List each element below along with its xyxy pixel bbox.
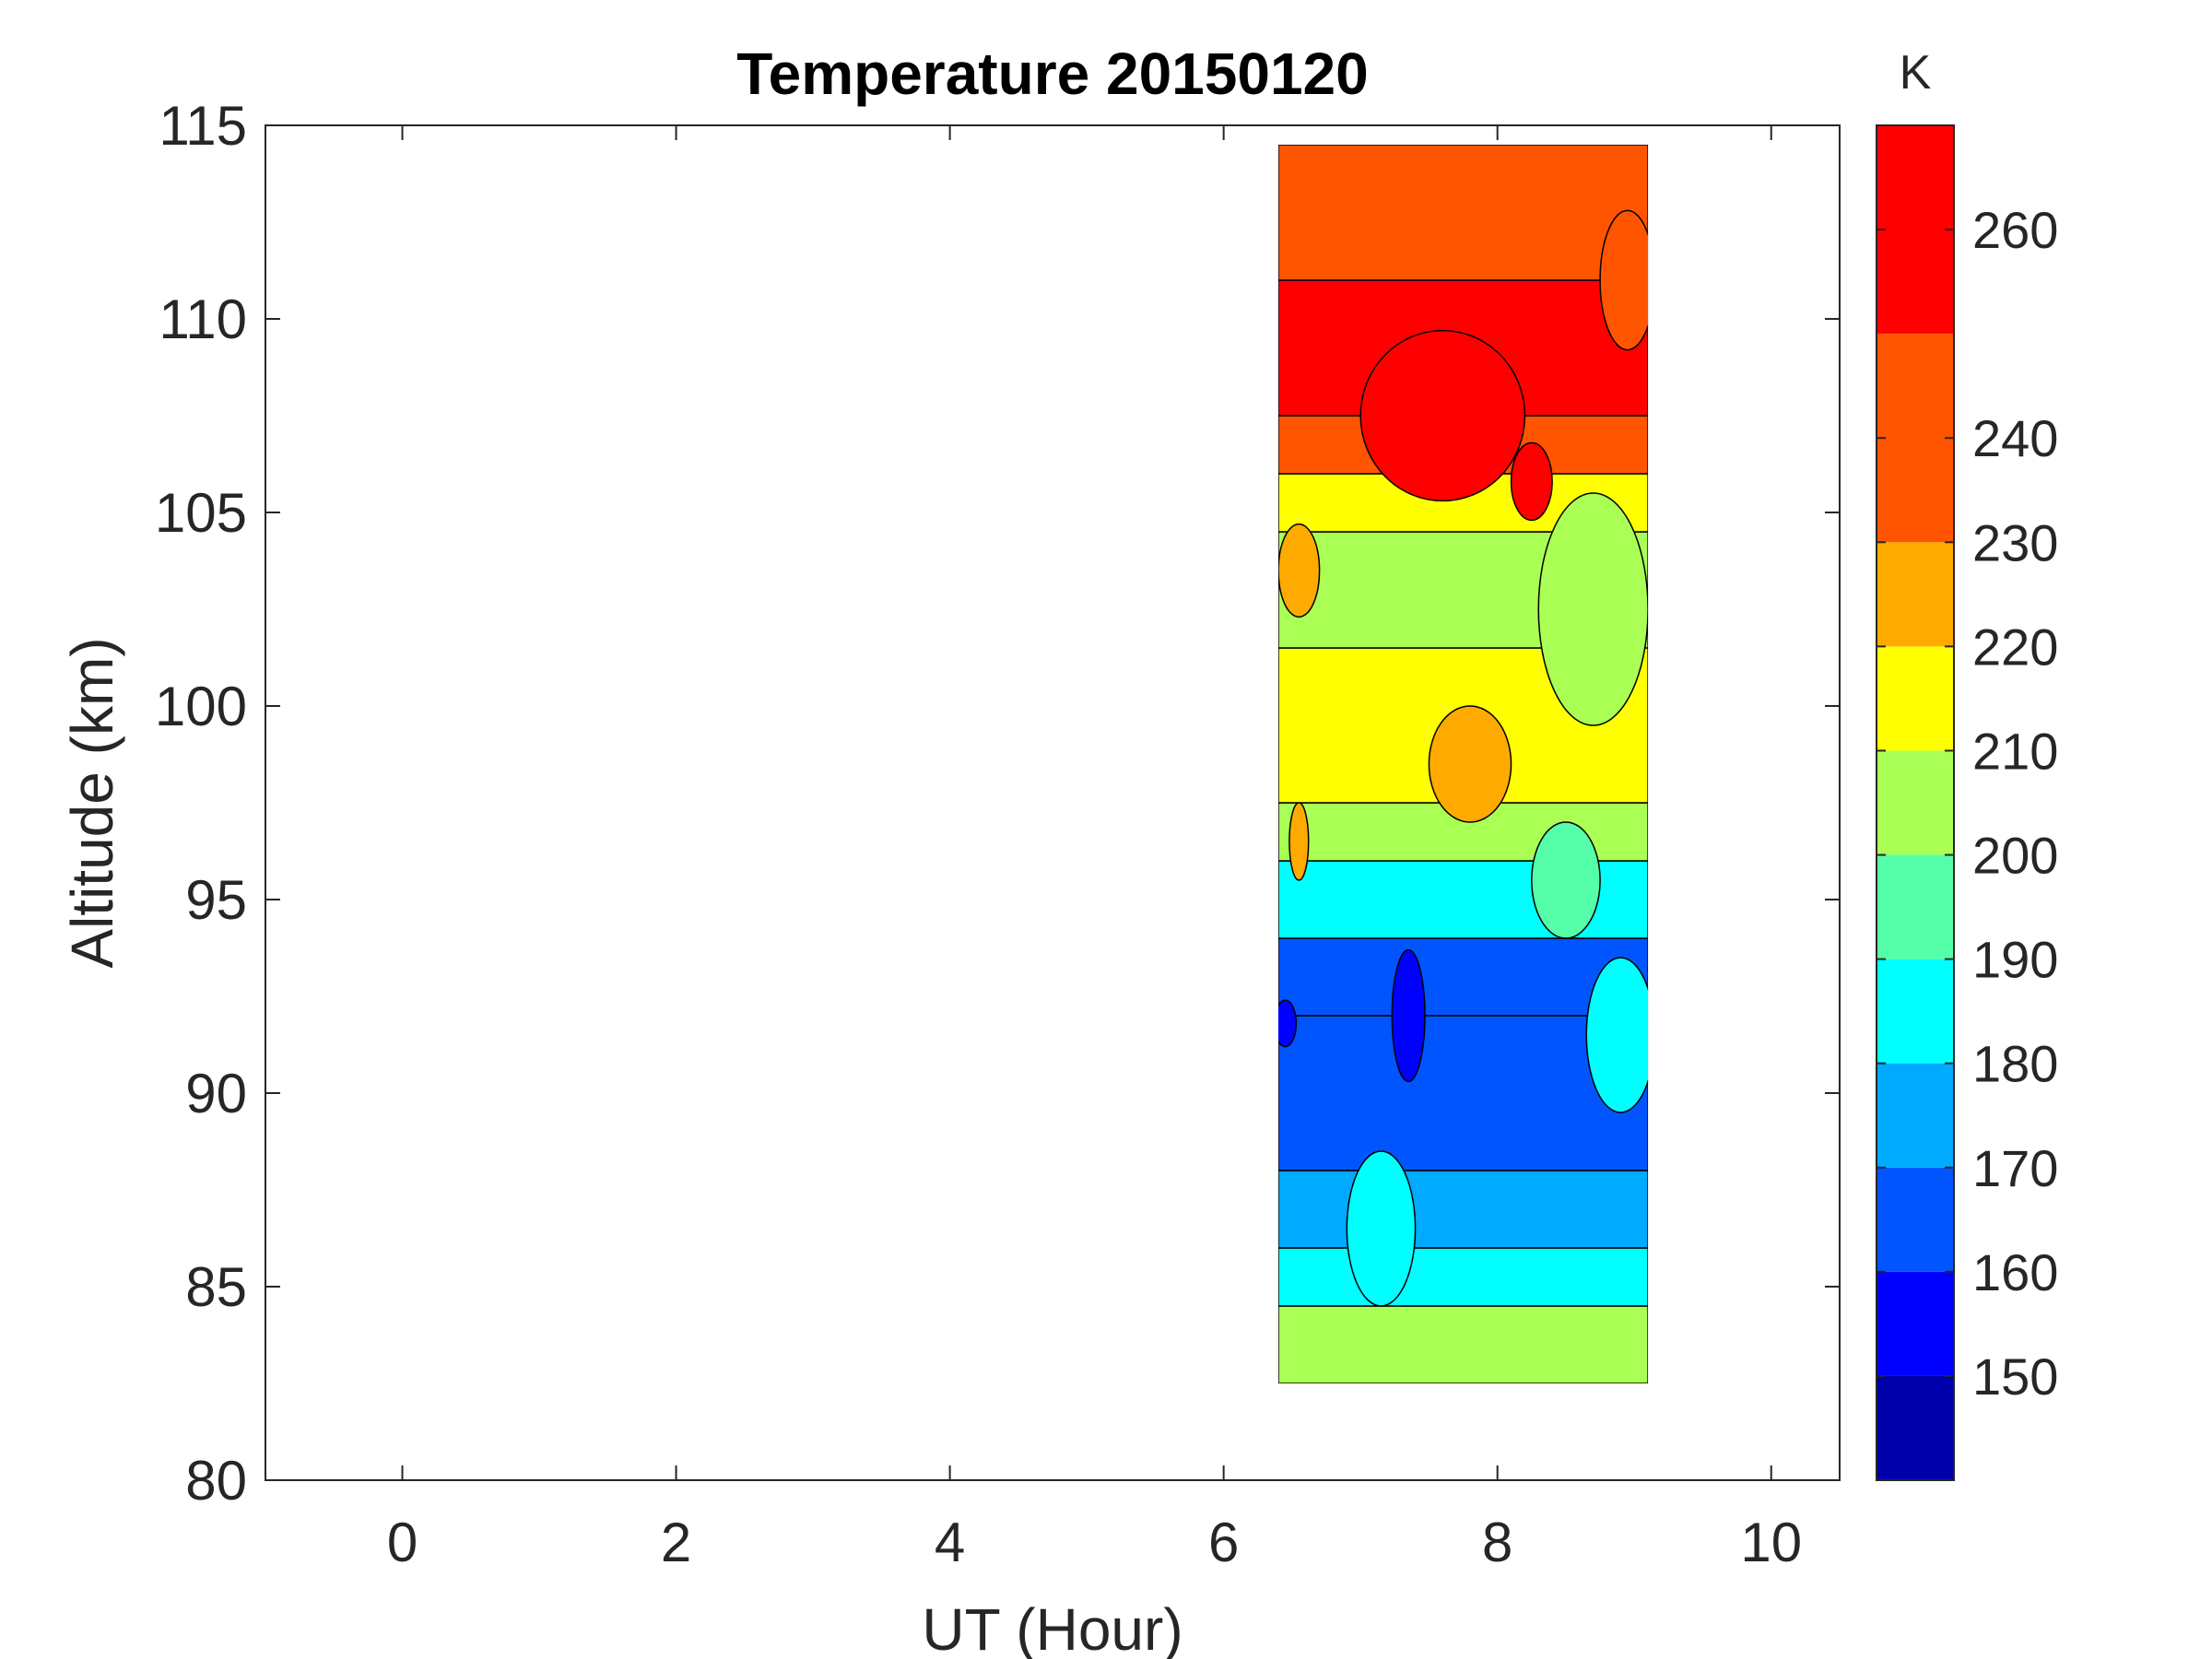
colorbar-segment: [1877, 959, 1954, 1064]
y-tick-label: 85: [185, 1256, 247, 1318]
x-tick-label: 2: [661, 1512, 691, 1573]
y-tick-label: 105: [155, 482, 247, 544]
temperature-patch: [1537, 492, 1649, 726]
colorbar-segment: [1877, 334, 1954, 543]
chart-title: Temperature 20150120: [736, 41, 1368, 107]
temperature-patch: [1510, 441, 1553, 522]
y-axis-label: Altitude (km): [59, 637, 125, 968]
colorbar-tick-label: 150: [1972, 1347, 2058, 1406]
temperature-band: [1278, 1170, 1649, 1249]
temperature-patch: [1278, 999, 1298, 1048]
temperature-patch: [1391, 948, 1426, 1083]
colorbar-segment: [1877, 1063, 1954, 1168]
y-tick-label: 115: [159, 95, 247, 157]
colorbar-segment: [1877, 542, 1954, 647]
y-axis-ticks: 80 85 90 95 100 105 110 115: [155, 95, 1840, 1512]
x-axis-ticks: 0 2 4 6 8 10: [387, 125, 1802, 1573]
y-tick-label: 110: [159, 288, 247, 350]
colorbar-tick-label: 260: [1972, 201, 2058, 259]
colorbar-tick-label: 240: [1972, 409, 2058, 467]
y-tick-label: 90: [185, 1063, 247, 1124]
temperature-patch: [1288, 802, 1310, 881]
colorbar-tick-label: 180: [1972, 1035, 2058, 1093]
colorbar-ticks: 150 160 170 180 190 200 210 220 230 240 260: [1877, 201, 2058, 1406]
temperature-patch: [1585, 957, 1649, 1113]
colorbar: [1877, 125, 1954, 1480]
temperature-patch: [1278, 523, 1321, 618]
colorbar-unit-label: K: [1900, 46, 1932, 100]
colorbar-tick-label: 160: [1972, 1243, 2058, 1301]
x-tick-label: 4: [935, 1512, 965, 1573]
colorbar-tick-label: 220: [1972, 618, 2058, 676]
temperature-band: [1278, 1247, 1649, 1307]
temperature-patch: [1359, 329, 1526, 502]
colorbar-frame: [1876, 124, 1955, 1481]
colorbar-tick-label: 190: [1972, 931, 2058, 989]
colorbar-segment: [1877, 1375, 1954, 1480]
colorbar-tick-label: 210: [1972, 722, 2058, 780]
colorbar-segment: [1877, 1271, 1954, 1376]
temperature-band: [1278, 1305, 1649, 1383]
temperature-band: [1278, 937, 1649, 1017]
temperature-patch: [1428, 705, 1512, 823]
x-axis-label: UT (Hour): [922, 1596, 1182, 1659]
y-tick-label: 95: [185, 869, 247, 931]
y-tick-label: 100: [155, 676, 247, 737]
colorbar-tick-label: 200: [1972, 827, 2058, 885]
x-tick-label: 8: [1482, 1512, 1512, 1573]
x-tick-label: 10: [1740, 1512, 1802, 1573]
temperature-patch: [1531, 821, 1601, 939]
colorbar-tick-label: 230: [1972, 513, 2058, 571]
temperature-patch: [1599, 209, 1649, 351]
plot-area-frame: [265, 124, 1841, 1481]
x-tick-label: 6: [1208, 1512, 1239, 1573]
colorbar-segment: [1877, 125, 1954, 335]
temperature-patch: [1346, 1150, 1417, 1307]
contour-fill-area: [1278, 145, 1649, 1383]
colorbar-segment: [1877, 1167, 1954, 1272]
colorbar-tick-label: 170: [1972, 1139, 2058, 1197]
x-tick-label: 0: [387, 1512, 418, 1573]
colorbar-segment: [1877, 854, 1954, 959]
temperature-band: [1278, 145, 1649, 281]
y-tick-label: 80: [185, 1450, 247, 1512]
colorbar-segment: [1877, 646, 1954, 751]
colorbar-segment: [1877, 750, 1954, 855]
